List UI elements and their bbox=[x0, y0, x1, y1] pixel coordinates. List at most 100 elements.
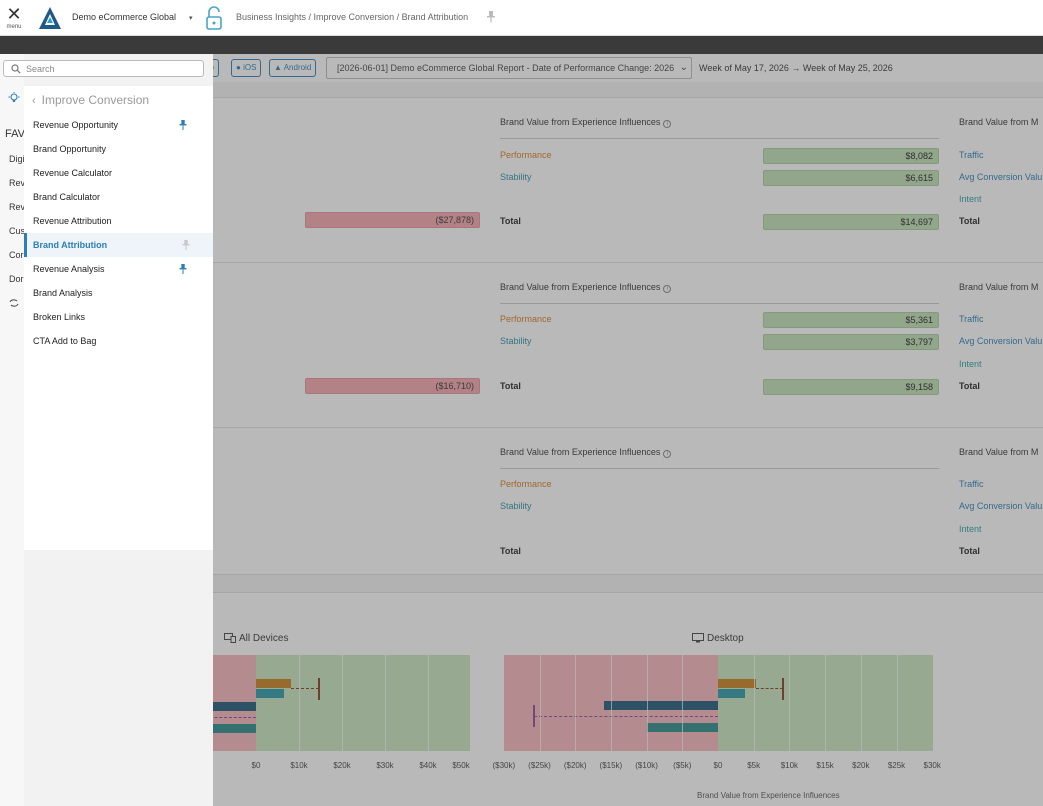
rail-item[interactable]: Rev bbox=[9, 202, 24, 212]
bar-negative-a bbox=[200, 702, 256, 711]
nav-item[interactable]: Brand Analysis bbox=[24, 281, 213, 305]
nav-item[interactable]: Brand Opportunity bbox=[24, 137, 213, 161]
performance-label: Performance bbox=[500, 150, 552, 160]
rail-item[interactable]: Dor bbox=[9, 274, 24, 284]
nav-item-label: Broken Links bbox=[33, 312, 86, 322]
chevron-down-icon[interactable]: ▾ bbox=[189, 15, 193, 22]
unlock-icon[interactable] bbox=[205, 5, 223, 31]
rail-item[interactable]: Rev bbox=[9, 178, 24, 188]
total-value: $14,697 bbox=[763, 214, 939, 230]
x-tick-label: ($30k) bbox=[492, 761, 516, 770]
gridline bbox=[825, 655, 826, 751]
gridline bbox=[342, 655, 343, 751]
avg-conversion-label: Avg Conversion Valu bbox=[959, 336, 1043, 346]
filter-bar: op ● iOS ▲ Android [2026-06-01] Demo eCo… bbox=[200, 54, 1043, 82]
total-label: Total bbox=[500, 546, 521, 556]
x-tick-label: $0 bbox=[251, 761, 261, 770]
x-tick-label: $40k bbox=[419, 761, 437, 770]
total-marker bbox=[318, 678, 320, 700]
apple-icon: ● bbox=[236, 63, 244, 72]
sync-icon[interactable] bbox=[8, 298, 20, 308]
brand-logo-icon bbox=[39, 7, 61, 29]
x-tick-label: $0 bbox=[713, 761, 723, 770]
nav-item[interactable]: Brand Attribution bbox=[24, 233, 213, 257]
search-icon bbox=[11, 64, 21, 74]
info-icon[interactable]: i bbox=[663, 285, 672, 293]
performance-label: Performance bbox=[500, 479, 552, 489]
x-tick-label: $10k bbox=[290, 761, 308, 770]
nav-item[interactable]: Broken Links bbox=[24, 305, 213, 329]
nav-item-label: Revenue Attribution bbox=[33, 216, 112, 226]
filter-chip-ios[interactable]: ● iOS bbox=[231, 59, 262, 77]
nav-item[interactable]: Revenue Opportunity bbox=[24, 113, 213, 137]
card-title: Brand Value from Experience Influences i bbox=[500, 117, 672, 128]
divider bbox=[500, 468, 939, 469]
lightbulb-icon[interactable] bbox=[8, 92, 20, 104]
left-total-value: ($27,878) bbox=[305, 212, 480, 228]
total-label: Total bbox=[500, 216, 521, 226]
report-select-value: [2026-06-01] Demo eCommerce Global Repor… bbox=[337, 63, 675, 73]
left-total-value: ($16,710) bbox=[305, 378, 480, 394]
nav-item-label: Revenue Calculator bbox=[33, 168, 113, 178]
stability-value: $6,615 bbox=[763, 170, 939, 186]
summary-card: Brand Value from Experience Influences i … bbox=[200, 262, 1043, 428]
desktop-icon bbox=[692, 633, 704, 643]
gridline bbox=[575, 655, 576, 751]
bar-stability bbox=[718, 689, 745, 698]
breadcrumb: Business Insights / Improve Conversion /… bbox=[236, 12, 469, 22]
avg-conversion-label: Avg Conversion Valu bbox=[959, 172, 1043, 182]
sidebar-search[interactable] bbox=[3, 60, 204, 77]
total-value: $9,158 bbox=[763, 379, 939, 395]
connector-line bbox=[291, 688, 319, 689]
x-tick-label: $15k bbox=[816, 761, 834, 770]
gridline bbox=[897, 655, 898, 751]
account-name[interactable]: Demo eCommerce Global bbox=[72, 12, 177, 22]
x-tick-label: ($20k) bbox=[563, 761, 587, 770]
chart-title-text: All Devices bbox=[239, 633, 289, 644]
submenu-panel: ‹ Improve Conversion Revenue Opportunity B… bbox=[24, 86, 213, 550]
week-range: Week of May 17, 2026 → Week of May 25, 2… bbox=[699, 63, 893, 73]
x-tick-label: $20k bbox=[852, 761, 870, 770]
info-icon[interactable]: i bbox=[663, 120, 672, 128]
pin-icon[interactable] bbox=[179, 264, 187, 274]
nav-item[interactable]: Revenue Attribution bbox=[24, 209, 213, 233]
nav-item[interactable]: CTA Add to Bag bbox=[24, 329, 213, 353]
card-title: Brand Value from Experience Influences i bbox=[500, 447, 672, 458]
filter-chip-android[interactable]: ▲ Android bbox=[269, 59, 317, 77]
card-right-title: Brand Value from M bbox=[959, 447, 1039, 457]
intent-label: Intent bbox=[959, 194, 982, 204]
menu-button[interactable]: ✕ menu bbox=[4, 5, 24, 34]
bar-performance bbox=[256, 679, 291, 688]
gridline bbox=[540, 655, 541, 751]
chart-plot-desktop bbox=[504, 655, 933, 751]
intent-label: Intent bbox=[959, 359, 982, 369]
card-right-title: Brand Value from M bbox=[959, 117, 1039, 127]
nav-item[interactable]: Revenue Calculator bbox=[24, 161, 213, 185]
pin-icon[interactable] bbox=[182, 240, 190, 250]
nav-item-label: Revenue Analysis bbox=[33, 264, 105, 274]
gridline bbox=[299, 655, 300, 751]
search-input[interactable] bbox=[26, 62, 196, 75]
gridline bbox=[428, 655, 429, 751]
positive-region bbox=[256, 655, 470, 751]
pin-icon[interactable] bbox=[179, 120, 187, 130]
info-icon[interactable]: i bbox=[663, 450, 672, 458]
total-marker bbox=[782, 678, 784, 700]
nav-item[interactable]: Revenue Analysis bbox=[24, 257, 213, 281]
devices-icon bbox=[224, 633, 236, 643]
right-total-label: Total bbox=[959, 546, 980, 556]
stability-label: Stability bbox=[500, 501, 532, 511]
nav-item-label: CTA Add to Bag bbox=[33, 336, 97, 346]
card-title: Brand Value from Experience Influences i bbox=[500, 282, 672, 293]
rail-item[interactable]: Digi bbox=[9, 154, 24, 164]
performance-value: $8,082 bbox=[763, 148, 939, 164]
gridline bbox=[682, 655, 683, 751]
rail-item[interactable]: Cor bbox=[9, 250, 24, 260]
nav-item[interactable]: Brand Calculator bbox=[24, 185, 213, 209]
report-select[interactable]: [2026-06-01] Demo eCommerce Global Repor… bbox=[326, 57, 692, 79]
chart-plot-all-devices bbox=[200, 655, 470, 751]
pin-icon[interactable] bbox=[486, 11, 496, 23]
rail-item[interactable]: Cus bbox=[9, 226, 24, 236]
panel-back-button[interactable]: ‹ Improve Conversion bbox=[32, 93, 149, 107]
nav-item-label: Brand Attribution bbox=[33, 240, 108, 250]
